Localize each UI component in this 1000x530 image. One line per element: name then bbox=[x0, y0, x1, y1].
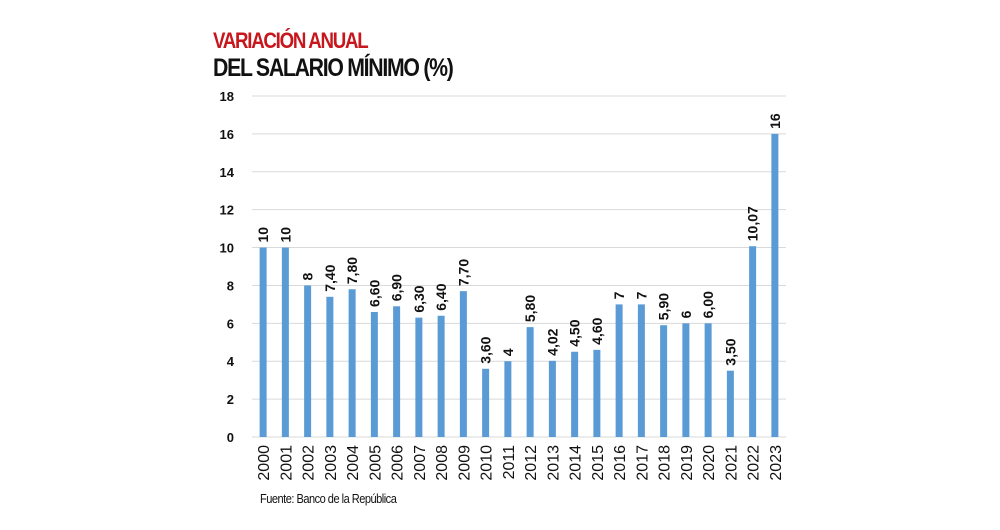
bar bbox=[437, 315, 445, 437]
data-label: 10 bbox=[277, 227, 293, 243]
x-tick-label: 2009 bbox=[456, 445, 473, 481]
x-tick-label: 2019 bbox=[679, 445, 696, 481]
bar bbox=[548, 360, 556, 437]
bar bbox=[526, 327, 534, 437]
x-tick-label: 2002 bbox=[301, 445, 318, 481]
data-label: 6,00 bbox=[700, 291, 716, 318]
x-tick-label: 2011 bbox=[501, 445, 518, 480]
bar bbox=[393, 306, 401, 437]
bar bbox=[593, 349, 601, 437]
x-tick-label: 2001 bbox=[278, 445, 295, 481]
bar bbox=[637, 304, 645, 437]
data-label: 7 bbox=[633, 291, 649, 299]
y-tick-label: 10 bbox=[220, 241, 234, 256]
bar bbox=[504, 361, 512, 437]
bar bbox=[704, 323, 712, 437]
chart-title: VARIACIÓN ANUAL bbox=[213, 28, 369, 53]
data-label: 4,02 bbox=[544, 328, 560, 355]
bar bbox=[326, 296, 334, 437]
bar bbox=[682, 323, 690, 437]
data-label: 4 bbox=[500, 348, 516, 356]
chart-subtitle: DEL SALARIO MÍNIMO (%) bbox=[213, 54, 454, 82]
x-tick-label: 2018 bbox=[657, 445, 674, 481]
bar bbox=[281, 247, 289, 437]
bar bbox=[771, 133, 779, 437]
bar bbox=[726, 370, 734, 437]
x-tick-label: 2008 bbox=[434, 445, 451, 481]
data-label: 5,90 bbox=[656, 293, 672, 320]
data-label: 7 bbox=[611, 291, 627, 299]
y-tick-label: 0 bbox=[227, 430, 234, 445]
x-tick-label: 2022 bbox=[746, 445, 763, 481]
data-label: 7,80 bbox=[344, 257, 360, 284]
data-label: 6,40 bbox=[433, 283, 449, 310]
x-tick-label: 2016 bbox=[612, 445, 629, 481]
bar bbox=[459, 291, 467, 437]
data-label: 5,80 bbox=[522, 295, 538, 322]
y-tick-label: 4 bbox=[227, 354, 235, 369]
bar bbox=[304, 285, 312, 437]
y-tick-label: 14 bbox=[220, 165, 235, 180]
data-label: 10 bbox=[255, 227, 271, 243]
bar bbox=[348, 289, 356, 437]
data-label: 6 bbox=[678, 310, 694, 318]
x-tick-label: 2007 bbox=[412, 445, 429, 481]
y-tick-label: 12 bbox=[220, 203, 234, 218]
data-label: 4,60 bbox=[589, 317, 605, 344]
bar bbox=[259, 247, 267, 437]
y-tick-label: 16 bbox=[220, 127, 234, 142]
bar bbox=[660, 325, 668, 437]
y-tick-label: 8 bbox=[227, 278, 234, 293]
data-label: 7,70 bbox=[455, 259, 471, 286]
data-label: 10,07 bbox=[745, 206, 761, 241]
x-tick-label: 2005 bbox=[367, 445, 384, 481]
x-tick-label: 2017 bbox=[634, 445, 651, 481]
bar bbox=[615, 304, 623, 437]
bar bbox=[749, 246, 757, 437]
data-label: 8 bbox=[300, 272, 316, 280]
data-label: 3,50 bbox=[722, 338, 738, 365]
x-tick-label: 2014 bbox=[568, 445, 585, 481]
source-note: Fuente: Banco de la República bbox=[260, 491, 397, 506]
x-tick-label: 2015 bbox=[590, 445, 607, 481]
bar bbox=[415, 317, 423, 437]
data-label: 6,30 bbox=[411, 285, 427, 312]
x-tick-label: 2003 bbox=[323, 445, 340, 481]
x-tick-label: 2010 bbox=[479, 445, 496, 481]
x-tick-label: 2021 bbox=[723, 445, 740, 481]
x-tick-label: 2006 bbox=[390, 445, 407, 481]
x-tick-label: 2000 bbox=[256, 445, 273, 481]
bar bbox=[482, 368, 490, 437]
y-tick-label: 18 bbox=[220, 89, 234, 104]
data-label: 6,60 bbox=[366, 280, 382, 307]
bar bbox=[571, 351, 579, 437]
x-tick-label: 2004 bbox=[345, 445, 362, 481]
x-tick-label: 2012 bbox=[523, 445, 540, 481]
y-tick-label: 2 bbox=[227, 392, 234, 407]
x-tick-label: 2020 bbox=[701, 445, 718, 481]
x-tick-label: 2023 bbox=[768, 445, 785, 481]
data-label: 7,40 bbox=[322, 264, 338, 291]
x-tick-label: 2013 bbox=[545, 445, 562, 481]
bar bbox=[370, 311, 378, 437]
data-label: 16 bbox=[767, 113, 783, 129]
y-tick-label: 6 bbox=[227, 316, 234, 331]
data-label: 6,90 bbox=[389, 274, 405, 301]
data-label: 4,50 bbox=[567, 319, 583, 346]
data-label: 3,60 bbox=[478, 336, 494, 363]
